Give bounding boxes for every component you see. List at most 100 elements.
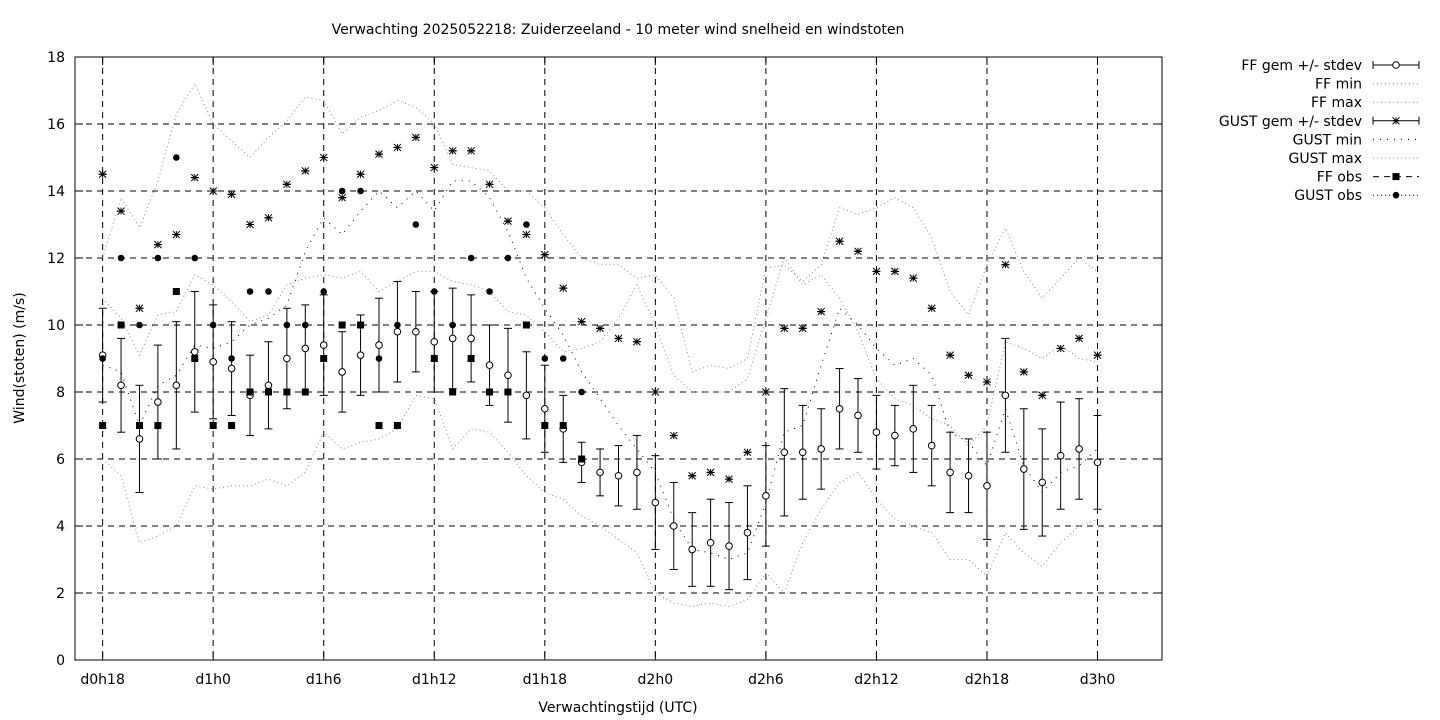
gust-mean-point bbox=[1001, 260, 1010, 269]
gust-mean-point bbox=[964, 371, 973, 380]
ff-obs-point bbox=[486, 388, 494, 396]
gust-mean-point bbox=[301, 167, 310, 175]
ff-obs-point bbox=[154, 422, 162, 429]
ff-mean-point bbox=[135, 435, 144, 443]
ff-mean-point bbox=[854, 411, 862, 420]
y-tick-label: 0 bbox=[56, 653, 65, 669]
ff-mean-point bbox=[669, 522, 678, 530]
gust-mean-point bbox=[817, 307, 826, 316]
ff-max-line bbox=[102, 256, 1098, 447]
gust-obs-point bbox=[99, 355, 106, 362]
gust-obs-point bbox=[191, 254, 199, 262]
gust-mean-point bbox=[393, 143, 402, 152]
gust-mean-point bbox=[1075, 334, 1083, 343]
ff-mean-point bbox=[448, 334, 457, 343]
gust-mean-point bbox=[117, 207, 125, 215]
gust-obs-point bbox=[301, 321, 309, 329]
gust-obs-point bbox=[523, 221, 530, 228]
ff-mean-point bbox=[1020, 465, 1028, 473]
x-tick-label: d1h18 bbox=[523, 672, 567, 688]
ff-mean-point bbox=[780, 448, 789, 457]
gust-obs-point bbox=[173, 154, 180, 161]
gust-obs-point bbox=[338, 187, 346, 195]
ff-mean-point bbox=[227, 364, 236, 373]
legend-swatch-marker bbox=[1392, 61, 1400, 69]
x-tick-label: d1h12 bbox=[412, 672, 456, 688]
ff-mean-point bbox=[927, 441, 936, 450]
gust-mean-point bbox=[909, 274, 918, 282]
gust-mean-point bbox=[190, 173, 199, 182]
ff-mean-point bbox=[762, 492, 770, 500]
legend-label-gust-min: GUST min bbox=[1293, 132, 1362, 148]
ff-mean-point bbox=[467, 334, 475, 343]
ff-mean-point bbox=[817, 445, 825, 453]
ff-mean-point bbox=[596, 468, 604, 477]
gust-mean-point bbox=[98, 170, 107, 179]
gust-mean-point bbox=[1056, 344, 1065, 353]
gust-mean-point bbox=[872, 267, 881, 276]
gust-mean-point bbox=[725, 475, 733, 483]
ff-mean-point bbox=[614, 471, 623, 480]
ff-mean-point bbox=[485, 361, 494, 370]
gust-obs-point bbox=[430, 288, 438, 295]
gust-mean-point bbox=[762, 388, 770, 396]
ff-mean-point bbox=[393, 327, 402, 336]
y-tick-label: 2 bbox=[56, 586, 65, 602]
y-tick-label: 14 bbox=[47, 184, 65, 200]
ff-mean-point bbox=[633, 468, 641, 477]
ff-obs-point bbox=[393, 422, 401, 429]
y-tick-label: 8 bbox=[56, 385, 65, 401]
ff-mean-point bbox=[430, 337, 439, 346]
gust-mean-point bbox=[1093, 351, 1102, 360]
gust-mean-point bbox=[411, 133, 420, 142]
gust-mean-point bbox=[172, 230, 181, 239]
y-axis-label: Wind(stoten) (m/s) bbox=[12, 292, 28, 423]
legend-swatch-marker bbox=[1392, 173, 1400, 181]
ff-min-line bbox=[102, 394, 1098, 607]
ff-mean-point bbox=[172, 381, 181, 390]
ff-mean-point bbox=[301, 344, 310, 353]
legend-swatch-marker bbox=[1392, 191, 1400, 199]
ff-mean-point bbox=[725, 542, 733, 550]
gust-obs-point bbox=[154, 254, 162, 262]
gust-max-line bbox=[102, 82, 1098, 373]
ff-obs-point bbox=[357, 321, 365, 329]
gust-mean-point bbox=[854, 247, 862, 256]
gust-obs-point bbox=[136, 321, 143, 329]
ff-mean-point bbox=[541, 404, 549, 413]
ff-mean-point bbox=[319, 341, 328, 349]
gust-obs-point bbox=[467, 254, 475, 262]
ff-obs-point bbox=[191, 355, 199, 362]
gust-mean-point bbox=[227, 190, 236, 199]
grid-lines bbox=[75, 57, 1162, 660]
gust-obs-point bbox=[117, 254, 125, 262]
x-tick-label: d2h0 bbox=[638, 672, 674, 688]
ff-obs-point bbox=[283, 388, 291, 396]
y-axis-ticks: 0 2 4 6 8 10 12 14 16 18 bbox=[47, 50, 1162, 669]
ff-obs-point bbox=[209, 422, 217, 429]
gust-obs-point bbox=[265, 288, 272, 295]
ff-mean-point bbox=[872, 428, 881, 437]
x-tick-label: d3h0 bbox=[1080, 672, 1116, 688]
ff-obs-point bbox=[578, 455, 586, 463]
gust-mean-point bbox=[706, 468, 715, 477]
legend-label-gust-obs: GUST obs bbox=[1294, 188, 1362, 204]
gust-mean-point bbox=[154, 240, 162, 249]
ff-mean-point bbox=[983, 482, 991, 490]
gust-mean-point bbox=[209, 187, 218, 195]
legend: FF gem +/- stdev FF min FF max GUST gem +/-… bbox=[1219, 58, 1420, 204]
gust-obs-point bbox=[559, 355, 567, 362]
gust-mean-point bbox=[780, 324, 789, 333]
gust-mean-point bbox=[319, 153, 328, 162]
ff-mean-point bbox=[522, 391, 531, 400]
ff-mean-point bbox=[504, 371, 512, 380]
x-tick-label: d1h6 bbox=[306, 672, 342, 688]
gust-mean-point bbox=[448, 146, 457, 155]
ff-mean-point bbox=[688, 545, 696, 554]
ff-mean-point bbox=[743, 528, 752, 537]
ff-obs-point bbox=[559, 422, 567, 429]
gust-mean-point bbox=[246, 220, 254, 229]
ff-obs-point bbox=[228, 422, 236, 429]
y-tick-label: 4 bbox=[56, 519, 65, 535]
